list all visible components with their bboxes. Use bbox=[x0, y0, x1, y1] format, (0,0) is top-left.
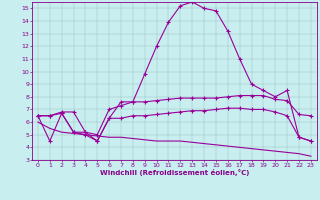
X-axis label: Windchill (Refroidissement éolien,°C): Windchill (Refroidissement éolien,°C) bbox=[100, 169, 249, 176]
